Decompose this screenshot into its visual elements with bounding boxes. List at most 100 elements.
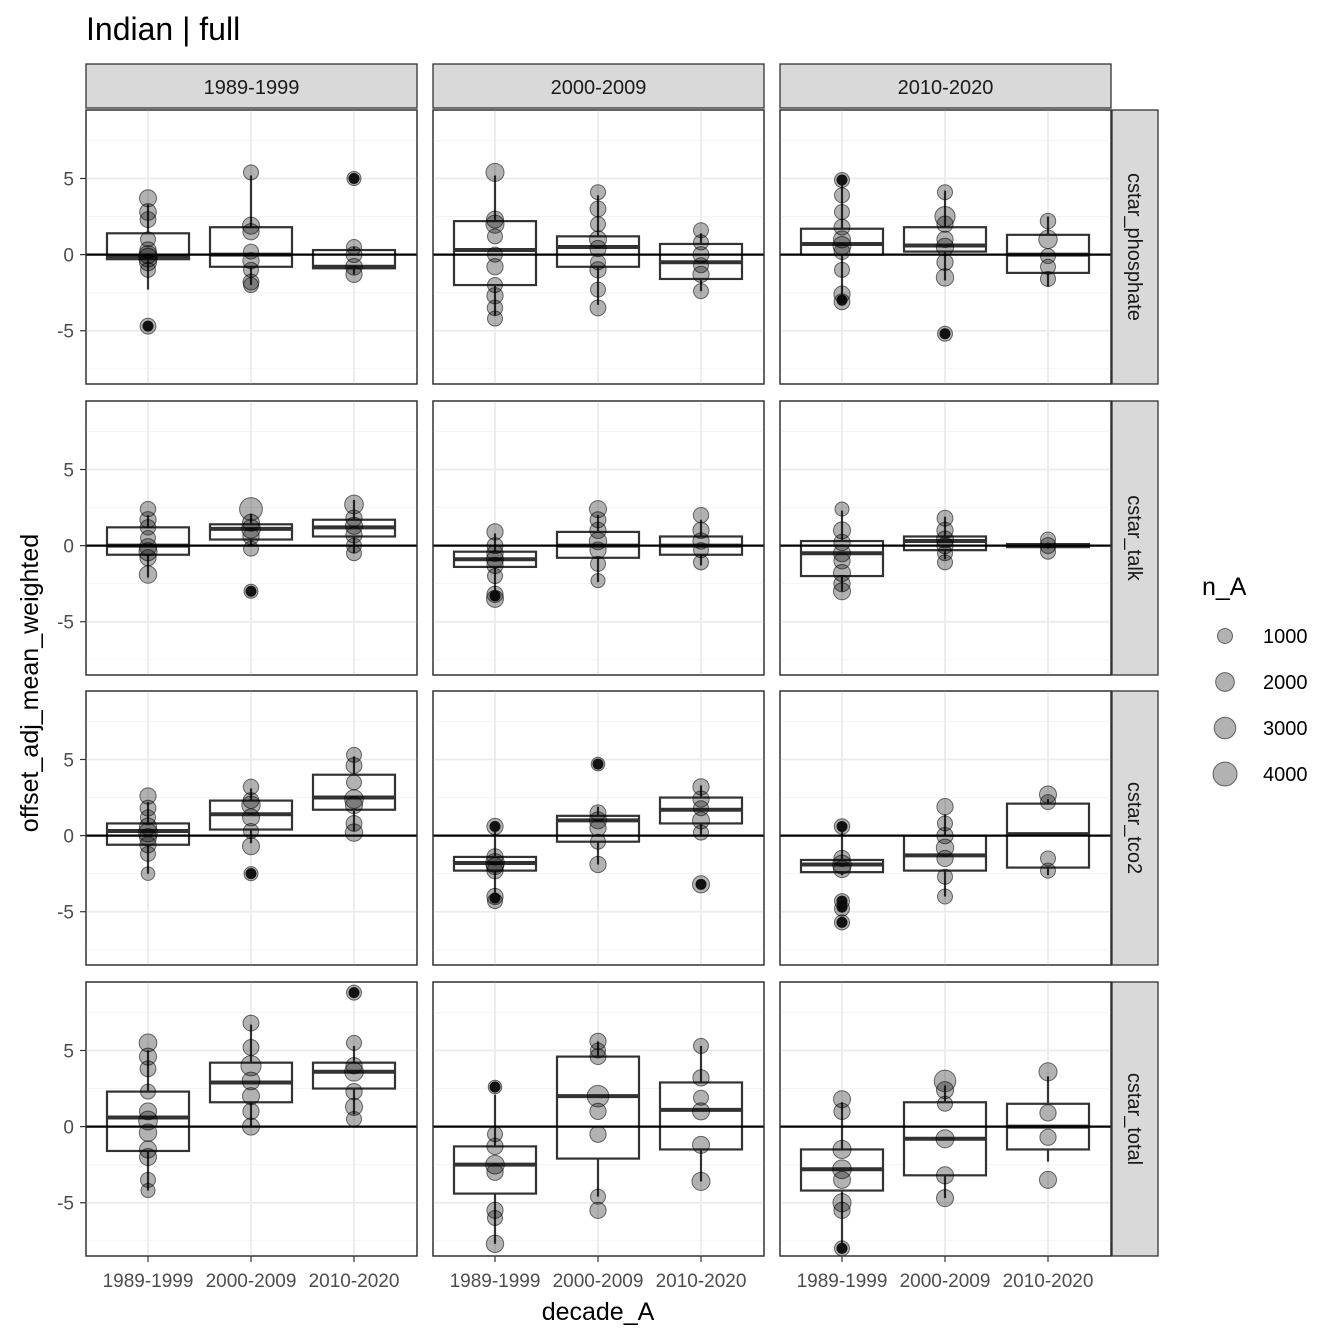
data-point [589,299,607,317]
data-point [936,798,954,816]
row-strip-label: cstar_total [1123,1073,1145,1165]
facet-panel [779,400,1112,676]
panel-border [779,109,1112,385]
row-strip [1111,981,1159,1257]
data-point [832,1090,852,1109]
data-point [834,187,850,204]
data-point [1040,543,1056,560]
data-point [691,1135,711,1154]
panel-border [432,690,765,966]
data-point [589,1201,607,1219]
data-point [590,1042,606,1059]
facet-panel [779,690,1112,966]
data-point [832,1139,852,1159]
data-point [242,223,260,241]
data-point [834,172,850,189]
outlier-point [836,901,848,913]
legend-title: n_A [1202,573,1247,601]
data-point [692,790,710,808]
data-point [241,808,261,827]
data-point [833,849,851,868]
row-strip [1111,690,1159,966]
data-point [1039,212,1057,230]
col-strip-label: 1989-1999 [204,77,300,99]
data-point [486,258,504,276]
data-point [936,509,954,527]
data-point [1040,531,1056,548]
facet-panel [432,981,765,1257]
data-point [140,1171,156,1188]
data-point [486,848,504,866]
data-point [242,1014,260,1032]
data-point [139,549,157,567]
facet-panels: -5 0 5 -5 0 5 -5 0 5 -5 0 5 1989-1999 2000-2009 2010-2… [57,109,1112,1292]
facet-panel [85,981,418,1257]
outlier-point [489,1081,501,1093]
legend-key [1213,716,1237,740]
data-point [242,252,260,270]
data-point [241,1087,261,1106]
data-point [832,582,852,601]
panel-border [432,400,765,676]
data-point [936,849,954,868]
data-point [935,268,955,287]
data-point [138,1148,158,1167]
facet-panel [432,109,765,385]
box [311,773,397,811]
y-tick-label: 5 [63,1042,74,1063]
data-point [485,210,505,229]
data-point [691,1102,711,1121]
data-point [1040,258,1056,275]
data-point [935,1081,955,1100]
data-point [346,1111,362,1127]
data-point [486,817,504,836]
data-point [139,799,157,817]
facet-panel [85,109,418,385]
data-point [589,804,607,822]
legend-key [1212,761,1238,787]
data-point [933,1069,957,1093]
data-point [692,778,710,796]
data-point [344,1097,364,1116]
data-point [140,1083,156,1100]
data-point [586,1084,610,1108]
outlier-point [245,585,257,597]
data-point [346,774,362,791]
legend-key [1215,672,1235,692]
outlier-point [245,868,257,880]
outlier-point [836,1242,848,1254]
data-point [937,815,953,832]
data-point [1038,229,1058,250]
x-tick-label: 2000-2009 [206,1271,297,1292]
data-point [693,234,709,251]
outlier-point [142,320,154,332]
data-point [588,811,608,830]
data-point [140,809,156,826]
x-tick-label: 2010-2020 [1003,1271,1094,1292]
data-point [485,1154,505,1175]
legend-key [1217,628,1233,644]
data-point [242,1102,260,1121]
data-point [590,833,606,850]
data-point [691,811,711,830]
data-point [344,823,364,842]
data-point [936,230,954,249]
outlier-point [489,892,501,904]
data-point [139,211,157,229]
data-point [590,756,606,772]
data-point [936,521,954,540]
data-point [345,257,363,276]
data-point [345,757,363,775]
data-point [935,530,955,549]
data-point [832,1193,852,1213]
data-point [1040,270,1056,287]
data-point [485,550,505,569]
data-point [487,1209,503,1226]
data-point [486,287,504,305]
data-point [487,1079,503,1095]
x-tick-label: 1989-1999 [797,1271,888,1292]
y-tick-label: 5 [63,461,74,482]
data-point [934,205,956,228]
data-point [833,818,851,835]
y-axis-title: offset_adj_mean_weighted [16,534,44,832]
